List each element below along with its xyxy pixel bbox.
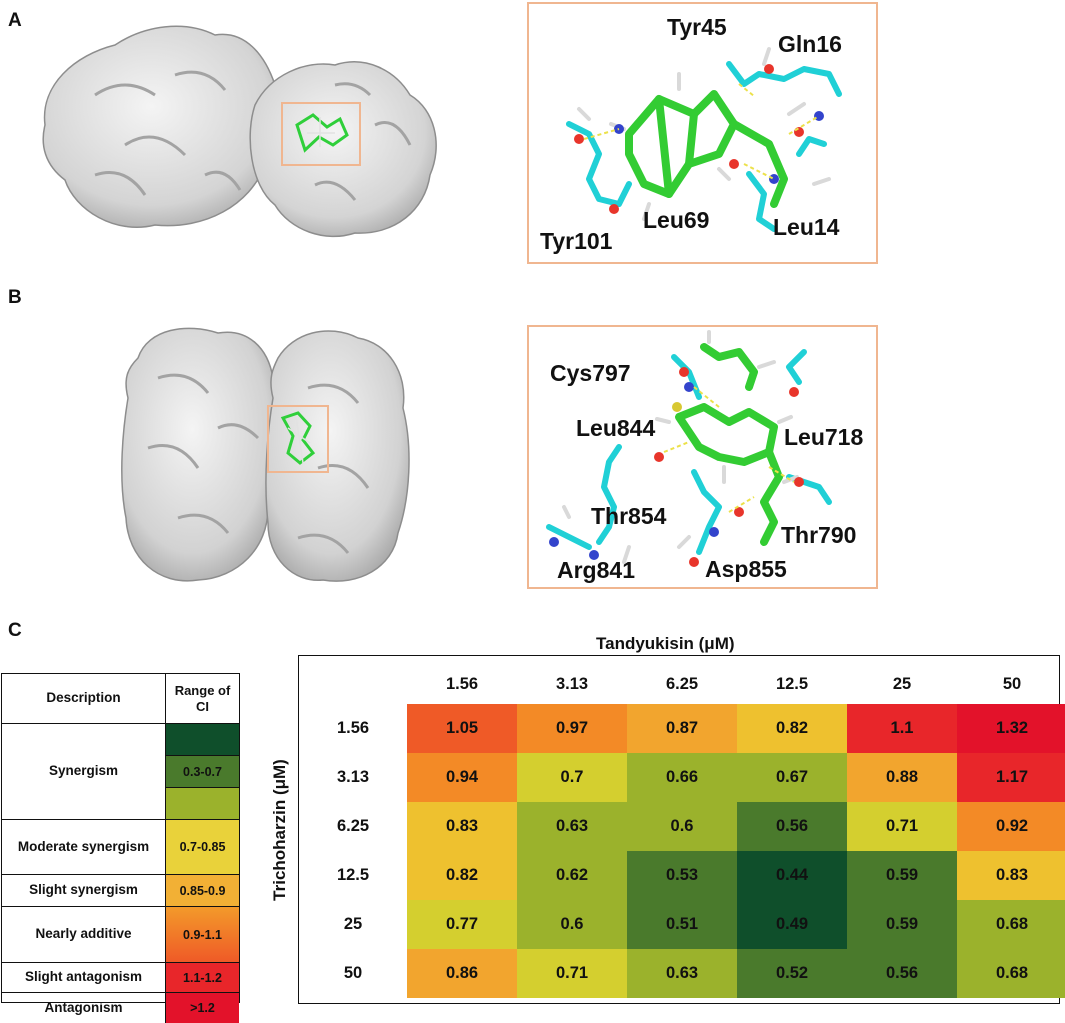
legend-description-0: Synergism [2,724,165,820]
column-header: 3.13 [555,675,589,693]
legend-range-text: >1.2 [190,1001,215,1015]
legend-swatch-segment: 0.3-0.7 [166,755,239,787]
heatmap-cell: 0.67 [737,753,847,802]
heatmap-cell: 0.92 [957,802,1065,851]
y-axis-title: Trichoharzin (μM) [270,759,289,901]
legend-swatch-segment [166,724,239,755]
residue-label-tyr101: Tyr101 [540,228,613,254]
heatmap-cell: 0.77 [407,900,517,949]
heatmap-cell: 0.63 [627,949,737,998]
column-header: 50 [1002,675,1022,693]
panel-a-letter: A [8,10,22,31]
heatmap-cell: 0.59 [847,851,957,900]
heatmap-cell: 0.82 [737,704,847,753]
residue-label-cys797: Cys797 [550,360,631,386]
legend-range-text: 0.85-0.9 [179,883,226,898]
residue-label-thr854: Thr854 [591,503,667,529]
heatmap-cell: 0.51 [627,900,737,949]
heatmap-cell: 0.86 [407,949,517,998]
heatmap-cell: 0.7 [517,753,627,802]
legend-range-text: 1.1-1.2 [183,970,222,985]
row-header: 3.13 [336,768,370,786]
heatmap-cell: 1.32 [957,704,1065,753]
heatmap-cell: 0.94 [407,753,517,802]
zoom-box-b [527,325,878,589]
heatmap-cell: 0.49 [737,900,847,949]
heatmap-cell: 0.52 [737,949,847,998]
residue-label-leu844: Leu844 [576,415,656,441]
ci-heatmap: 1.56 3.13 6.25 12.5 25 50 1.56 1.05 0.97 0.87 0.82… [298,655,1065,1004]
zoom-box-a [527,2,878,264]
heatmap-cell: 0.53 [627,851,737,900]
heatmap-cell: 1.17 [957,753,1065,802]
heatmap-cell: 0.87 [627,704,737,753]
heatmap-cell: 0.83 [957,851,1065,900]
legend-description-2: Slight synergism [2,875,165,907]
heatmap-cell: 1.1 [847,704,957,753]
row-header: 6.25 [336,817,370,835]
legend-description-3: Nearly additive [2,907,165,963]
heatmap-cell: 0.97 [517,704,627,753]
residue-label-leu718: Leu718 [784,424,864,450]
heatmap-cell: 0.56 [847,949,957,998]
legend-color-swatch-5: >1.2 [165,993,239,1023]
column-header: 12.5 [775,675,809,693]
residue-label-arg841: Arg841 [557,557,635,583]
legend-header-description: Description [2,674,165,724]
legend-color-swatch-3: 0.9-1.1 [165,907,239,963]
panel-c-letter: C [8,620,22,641]
heatmap-cell: 0.62 [517,851,627,900]
heatmap-cell: 0.68 [957,900,1065,949]
legend-color-swatch-2: 0.85-0.9 [165,875,239,907]
residue-label-asp855: Asp855 [705,556,787,582]
legend-description-4: Slight antagonism [2,963,165,993]
residue-label-leu69: Leu69 [643,207,710,233]
residue-label-leu14: Leu14 [773,214,840,240]
row-header: 12.5 [336,866,370,884]
row-header: 25 [343,915,363,933]
heatmap-cell: 0.56 [737,802,847,851]
legend-color-swatch-1: 0.7-0.85 [165,820,239,875]
legend-swatch-segment [166,787,239,819]
column-header: 6.25 [665,675,699,693]
heatmap-cell: 0.82 [407,851,517,900]
legend-description-5: Antagonism [44,999,123,1015]
ci-legend-table: Description Range of CI Synergism 0.3-0.7… [1,673,240,1023]
protein-surface-b [121,327,410,582]
heatmap-cell: 0.6 [627,802,737,851]
heatmap-cell: 0.44 [737,851,847,900]
legend-range-text: 0.9-1.1 [183,927,222,942]
heatmap-cell: 0.88 [847,753,957,802]
legend-description-1: Moderate synergism [2,820,165,875]
heatmap-cell: 0.6 [517,900,627,949]
heatmap-cell: 0.68 [957,949,1065,998]
protein-surface-a [42,25,437,238]
ligand-interaction-b [546,330,832,567]
heatmap-cell: 0.59 [847,900,957,949]
heatmap-cell: 0.63 [517,802,627,851]
heatmap-cell: 1.05 [407,704,517,753]
legend-header-range: Range of CI [165,674,239,724]
legend-color-swatch-0: 0.3-0.7 [165,724,239,820]
legend-range-text: 0.7-0.85 [179,840,226,854]
heatmap-cell: 0.71 [517,949,627,998]
heatmap-cell: 0.83 [407,802,517,851]
residue-label-tyr45: Tyr45 [667,14,727,40]
x-axis-title: Tandyukisin (μM) [596,634,735,653]
column-header: 1.56 [445,675,479,693]
legend-color-swatch-4: 1.1-1.2 [165,963,239,993]
ligand-interaction-a [566,47,842,232]
heatmap-cell: 0.66 [627,753,737,802]
row-header: 1.56 [336,719,370,737]
row-header: 50 [343,964,363,982]
residue-label-thr790: Thr790 [781,522,857,548]
residue-label-gln16: Gln16 [778,31,842,57]
panel-b-letter: B [8,287,22,308]
heatmap-cell: 0.71 [847,802,957,851]
column-header: 25 [892,675,912,693]
